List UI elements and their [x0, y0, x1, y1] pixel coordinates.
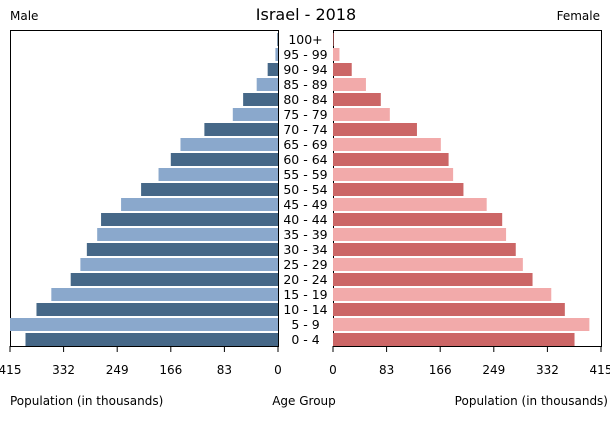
- female-bar-70-74: [333, 123, 417, 136]
- female-tick-label-332: 332: [536, 363, 559, 377]
- age-label-55-59: 55 - 59: [283, 167, 327, 182]
- male-bar-65-69: [180, 138, 278, 151]
- male-bars: [10, 33, 279, 346]
- age-label-65-69: 65 - 69: [283, 137, 327, 152]
- male-bar-30-34: [86, 243, 278, 256]
- male-bar-20-24: [70, 273, 278, 286]
- male-tick-label-249: 249: [106, 363, 129, 377]
- female-axis-title: Population (in thousands): [455, 394, 608, 408]
- female-bar-30-34: [333, 243, 516, 256]
- female-bar-40-44: [333, 213, 503, 226]
- female-bar-75-79: [333, 108, 390, 121]
- male-label: Male: [10, 9, 38, 23]
- male-bar-70-74: [204, 123, 278, 136]
- age-label-45-49: 45 - 49: [283, 197, 327, 212]
- age-label-90-94: 90 - 94: [283, 62, 327, 77]
- male-bar-35-39: [97, 228, 278, 241]
- female-bar-65-69: [333, 138, 441, 151]
- male-bar-75-79: [232, 108, 278, 121]
- female-bar-35-39: [333, 228, 507, 241]
- age-label-95-99: 95 - 99: [283, 47, 327, 62]
- female-bar-55-59: [333, 168, 454, 181]
- female-bar-95-99: [333, 48, 340, 61]
- female-tick-label-83: 83: [379, 363, 394, 377]
- male-bar-90-94: [267, 63, 278, 76]
- female-bar-15-19: [333, 288, 552, 301]
- male-axis-title: Population (in thousands): [10, 394, 163, 408]
- age-label-100plus: 100+: [288, 32, 322, 47]
- female-bar-85-89: [333, 78, 366, 91]
- age-label-30-34: 30 - 34: [283, 242, 327, 257]
- female-bar-60-64: [333, 153, 449, 166]
- female-tick-label-0: 0: [329, 363, 337, 377]
- male-bar-85-89: [256, 78, 278, 91]
- age-axis-title: Age Group: [272, 394, 336, 408]
- male-bar-95-99: [275, 48, 278, 61]
- female-bar-0-4: [333, 333, 575, 346]
- male-ticks: 0 83 166 249 332 415: [0, 346, 282, 377]
- male-tick-label-415: 415: [0, 363, 21, 377]
- male-bar-45-49: [121, 198, 278, 211]
- male-bar-0-4: [25, 333, 278, 346]
- age-label-20-24: 20 - 24: [283, 272, 327, 287]
- male-panel: 0 83 166 249 332 415: [0, 30, 282, 377]
- age-label-50-54: 50 - 54: [283, 182, 327, 197]
- age-label-15-19: 15 - 19: [283, 287, 327, 302]
- male-tick-label-83: 83: [217, 363, 232, 377]
- age-label-10-14: 10 - 14: [283, 302, 327, 317]
- male-bar-5-9: [10, 318, 278, 331]
- male-bar-60-64: [170, 153, 278, 166]
- female-bars: [333, 33, 590, 346]
- male-bar-50-54: [141, 183, 278, 196]
- male-plot-frame: [10, 30, 279, 347]
- female-bar-45-49: [333, 198, 487, 211]
- female-tick-label-249: 249: [482, 363, 505, 377]
- female-bar-80-84: [333, 93, 381, 106]
- age-label-25-29: 25 - 29: [283, 257, 327, 272]
- female-bar-10-14: [333, 303, 565, 316]
- male-tick-label-0: 0: [274, 363, 282, 377]
- female-bar-100plus: [333, 33, 334, 46]
- age-label-40-44: 40 - 44: [283, 212, 327, 227]
- chart-title: Israel - 2018: [256, 5, 356, 24]
- female-panel: 0 83 166 249 332 415: [329, 30, 610, 377]
- male-tick-label-166: 166: [159, 363, 182, 377]
- male-bar-25-29: [80, 258, 279, 271]
- female-label: Female: [557, 9, 600, 23]
- female-tick-label-166: 166: [429, 363, 452, 377]
- male-bar-15-19: [51, 288, 278, 301]
- female-bar-25-29: [333, 258, 523, 271]
- age-label-85-89: 85 - 89: [283, 77, 327, 92]
- male-bar-55-59: [158, 168, 278, 181]
- age-label-75-79: 75 - 79: [283, 107, 327, 122]
- male-bar-100plus: [277, 33, 278, 46]
- female-bar-50-54: [333, 183, 464, 196]
- female-bar-90-94: [333, 63, 352, 76]
- female-ticks: 0 83 166 249 332 415: [329, 346, 610, 377]
- male-tick-label-332: 332: [52, 363, 75, 377]
- age-label-35-39: 35 - 39: [283, 227, 327, 242]
- female-bar-5-9: [333, 318, 590, 331]
- age-label-5-9: 5 - 9: [291, 317, 319, 332]
- male-bar-40-44: [101, 213, 278, 226]
- age-label-80-84: 80 - 84: [283, 92, 327, 107]
- age-label-70-74: 70 - 74: [283, 122, 327, 137]
- male-bar-80-84: [243, 93, 278, 106]
- female-bar-20-24: [333, 273, 533, 286]
- age-label-60-64: 60 - 64: [283, 152, 327, 167]
- age-label-0-4: 0 - 4: [291, 332, 319, 347]
- male-bar-10-14: [36, 303, 278, 316]
- female-tick-label-415: 415: [590, 363, 610, 377]
